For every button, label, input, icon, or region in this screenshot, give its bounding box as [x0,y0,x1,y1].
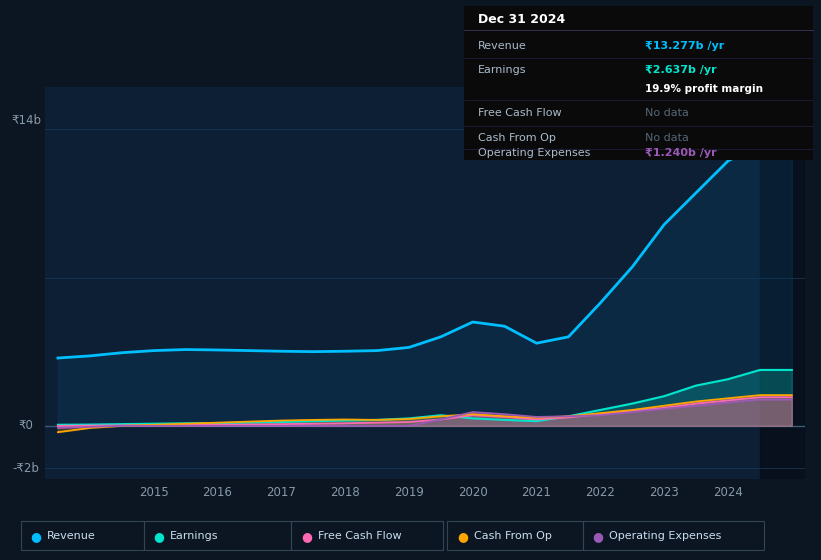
Text: ●: ● [300,530,312,543]
Text: Dec 31 2024: Dec 31 2024 [478,13,565,26]
Text: Free Cash Flow: Free Cash Flow [318,531,401,542]
Text: ₹0: ₹0 [19,419,34,432]
Text: ●: ● [592,530,603,543]
Text: Cash From Op: Cash From Op [474,531,552,542]
Text: -₹2b: -₹2b [13,461,39,475]
Text: ●: ● [30,530,41,543]
Text: Revenue: Revenue [47,531,95,542]
Text: Operating Expenses: Operating Expenses [609,531,722,542]
Text: ●: ● [456,530,468,543]
Text: Free Cash Flow: Free Cash Flow [478,109,562,118]
Bar [760,87,805,479]
Text: ₹14b: ₹14b [11,114,41,127]
Text: Operating Expenses: Operating Expenses [478,148,590,158]
Text: No data: No data [645,109,689,118]
Text: Earnings: Earnings [170,531,218,542]
Text: ₹1.240b /yr: ₹1.240b /yr [645,148,717,158]
Text: ●: ● [153,530,164,543]
Text: ₹2.637b /yr: ₹2.637b /yr [645,66,717,75]
Text: 19.9% profit margin: 19.9% profit margin [645,84,764,94]
Text: No data: No data [645,133,689,143]
Text: Revenue: Revenue [478,41,526,50]
Text: Earnings: Earnings [478,66,526,75]
Text: ₹13.277b /yr: ₹13.277b /yr [645,41,725,50]
Text: Cash From Op: Cash From Op [478,133,556,143]
